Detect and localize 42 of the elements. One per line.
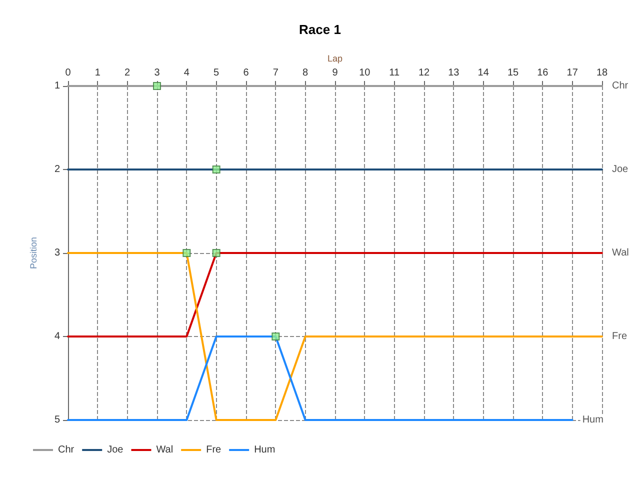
x-tick-label: 16: [537, 68, 549, 78]
y-tick-label: 4: [54, 331, 60, 342]
text: Wal: [612, 248, 629, 258]
x-tick-label: 9: [332, 68, 338, 78]
y-axis-title: Position: [28, 236, 38, 270]
y-tick-label: 3: [54, 248, 60, 258]
text: Hum: [582, 414, 604, 426]
x-tick-label: 14: [478, 68, 490, 78]
x-tick-label: 15: [507, 68, 519, 78]
x-tick-label: 8: [302, 68, 309, 78]
x-tick-label: 10: [359, 68, 371, 78]
point: [182, 249, 191, 257]
point: [272, 332, 280, 340]
x-tick-label: 7: [272, 68, 279, 78]
x-tick-label: 5: [214, 68, 220, 78]
y-tick-label: 5: [54, 414, 60, 426]
legend-label: Fre: [206, 444, 222, 456]
x-axis-title: Lap: [327, 54, 343, 64]
point: [212, 166, 220, 174]
legend-label: Hum: [254, 444, 276, 456]
point: [212, 249, 220, 257]
x-tick-label: 11: [389, 68, 400, 78]
text: Fre: [612, 331, 627, 342]
x-tick-label: 1: [94, 68, 101, 78]
x-tick-label: 12: [418, 68, 430, 78]
x-tick-label: 6: [243, 68, 250, 78]
point: [153, 82, 161, 90]
x-tick-label: 4: [184, 68, 190, 78]
y-tick-label: 2: [54, 164, 60, 175]
chart-title: Race 1: [299, 22, 341, 37]
x-tick-label: 3: [154, 68, 160, 78]
x-tick-label: 2: [124, 68, 131, 78]
text: Joe: [612, 164, 628, 175]
x-tick-label: 18: [596, 68, 608, 78]
x-tick-label: 17: [566, 68, 578, 78]
x-tick-label: 0: [65, 68, 72, 78]
text: Chr: [612, 80, 628, 92]
legend-label: Wal: [156, 444, 174, 456]
y-tick-label: 1: [54, 80, 60, 92]
legend-label: Chr: [58, 444, 75, 456]
x-tick-label: 13: [448, 68, 460, 78]
legend-label: Joe: [107, 444, 124, 456]
